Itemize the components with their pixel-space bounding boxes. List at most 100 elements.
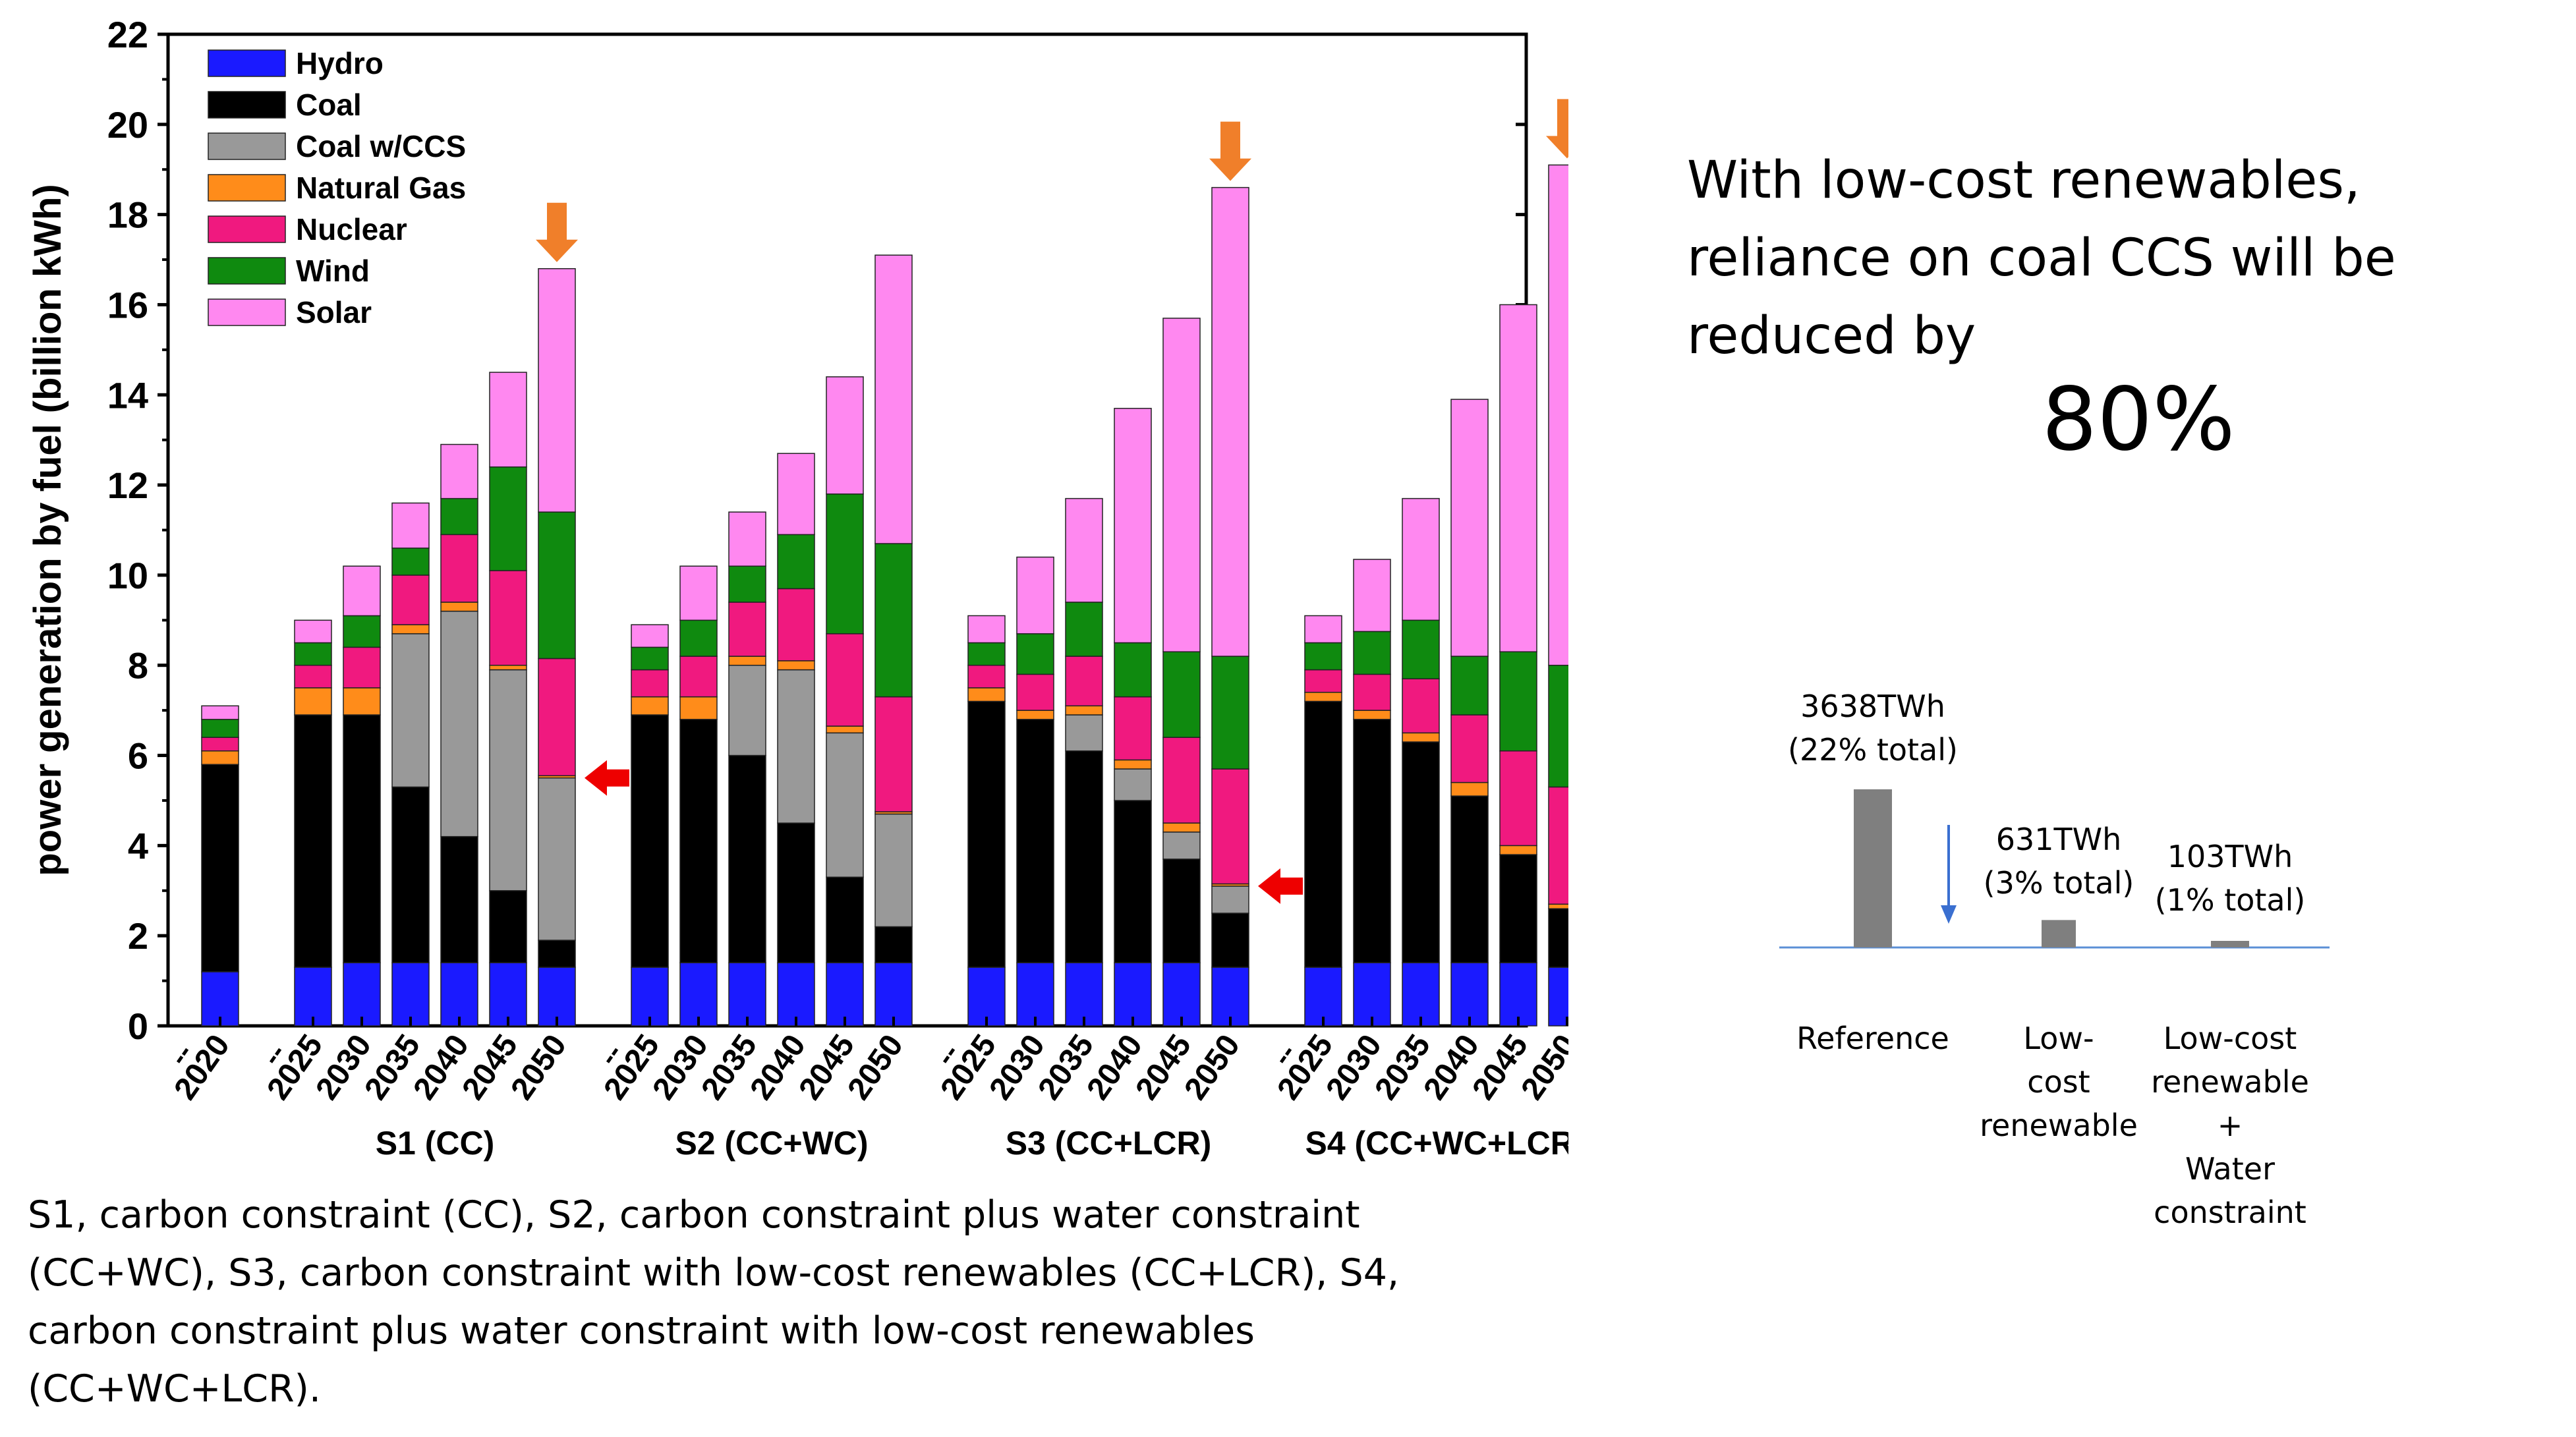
y-tick-label: 16: [107, 284, 148, 325]
bar-segment-coal: [826, 876, 864, 963]
mini-value-label: 103TWh: [2167, 839, 2293, 874]
x-tick-label: 2025: [260, 1028, 329, 1106]
down-arrow-icon: [536, 202, 578, 262]
bar-segment-nuclear: [1499, 750, 1537, 847]
bar-segment-wind: [294, 642, 332, 666]
bar-segment-coal: [391, 786, 430, 963]
bar-segment-coal-w-ccs: [1114, 768, 1152, 801]
bar-segment-nuclear: [294, 664, 332, 689]
bar-segment-natural-gas: [631, 696, 669, 716]
bar-segment-coal: [1114, 800, 1152, 963]
legend-label: Hydro: [296, 46, 384, 80]
bar-segment-wind: [631, 646, 669, 671]
bar-segment-natural-gas: [440, 602, 478, 612]
bar-segment-coal-w-ccs: [538, 777, 576, 941]
legend-label: Natural Gas: [296, 171, 466, 205]
bar-segment-solar: [679, 565, 718, 621]
bar-segment-natural-gas: [1304, 692, 1342, 702]
bar-segment-solar: [1304, 615, 1342, 644]
bar-segment-hydro: [1065, 962, 1103, 1027]
bar-segment-solar: [489, 372, 527, 468]
bar-segment-coal: [679, 719, 718, 963]
group-label: S1 (CC): [376, 1125, 495, 1162]
bar-segment-coal: [1162, 859, 1201, 963]
bar-segment-coal-w-ccs: [489, 669, 527, 891]
bar-segment-coal: [631, 714, 669, 968]
bar-segment-wind: [1499, 651, 1537, 752]
bar-segment-hydro: [538, 967, 576, 1027]
bar-segment-wind: [874, 543, 913, 698]
legend-label: Wind: [296, 254, 370, 288]
bar-segment-hydro: [967, 967, 1006, 1027]
bar-segment-solar: [728, 511, 766, 567]
x-tick-label: 2025: [934, 1028, 1003, 1106]
x-tick-label: 2040: [407, 1028, 476, 1106]
bar-segment-nuclear: [728, 602, 766, 657]
bar-segment-wind: [967, 642, 1006, 666]
mini-category-label: +: [2218, 1108, 2243, 1143]
bar-segment-wind: [1450, 656, 1489, 716]
bar-segment-natural-gas: [1016, 710, 1054, 720]
bar-segment-coal-w-ccs: [777, 669, 815, 824]
reduction-percent: 80%: [2042, 369, 2235, 470]
bar-segment-nuclear: [631, 669, 669, 698]
bar-segment-solar: [201, 705, 239, 720]
bar-segment-coal: [1065, 750, 1103, 963]
bar-segment-coal-w-ccs: [874, 813, 913, 928]
mini-category-label: Reference: [1796, 1021, 1949, 1056]
bar-segment-solar: [777, 453, 815, 536]
bar-segment-coal-w-ccs: [440, 610, 478, 837]
x-tick-label: 2050: [841, 1028, 910, 1106]
group-label: S4 (CC+WC+LCR): [1305, 1125, 1568, 1162]
x-tick-label: 2045: [1466, 1028, 1535, 1106]
bar-segment-hydro: [777, 962, 815, 1027]
bar-segment-natural-gas: [1353, 710, 1391, 720]
bar-segment-hydro: [1402, 962, 1440, 1027]
legend-label: Solar: [296, 295, 372, 329]
mini-bar: [2211, 941, 2249, 947]
bar-segment-solar: [967, 615, 1006, 644]
bar-segment-wind: [538, 511, 576, 660]
group-label: S2 (CC+WC): [675, 1125, 868, 1162]
bar-segment-solar: [826, 376, 864, 495]
bar-segment-nuclear: [1162, 737, 1201, 824]
down-arrow-icon: [1209, 121, 1251, 181]
bar-segment-natural-gas: [826, 725, 864, 734]
bar-segment-solar: [1162, 318, 1201, 652]
legend-swatch: [208, 215, 286, 243]
legend-swatch: [208, 257, 286, 285]
bar-segment-solar: [440, 443, 478, 499]
group-label: S3 (CC+LCR): [1006, 1125, 1212, 1162]
bar-segment-coal: [1211, 913, 1249, 968]
x-tick-label: 2035: [358, 1028, 427, 1106]
bar-segment-solar: [538, 268, 576, 513]
bar-segment-solar: [1114, 408, 1152, 644]
bar-segment-coal: [1499, 854, 1537, 963]
bar-segment-coal-w-ccs: [826, 732, 864, 878]
y-tick-label: 10: [107, 555, 148, 596]
bar-segment-coal: [1016, 719, 1054, 963]
y-tick-label: 22: [107, 14, 148, 55]
y-tick-label: 8: [128, 645, 148, 687]
left-arrow-icon: [585, 760, 629, 796]
bar-segment-hydro: [728, 962, 766, 1027]
mini-category-label: Water: [2185, 1151, 2275, 1187]
bar-segment-hydro: [1114, 962, 1152, 1027]
bar-segment-hydro: [874, 962, 913, 1027]
bar-segment-wind: [1304, 642, 1342, 671]
bar-segment-nuclear: [1211, 768, 1249, 885]
bar-segment-nuclear: [1450, 714, 1489, 783]
bar-segment-nuclear: [777, 588, 815, 662]
x-tick-label: 2030: [309, 1028, 378, 1106]
bar-segment-coal-w-ccs: [391, 633, 430, 788]
bar-segment-solar: [343, 565, 381, 617]
bar-segment-coal: [967, 700, 1006, 968]
bar-segment-solar: [631, 624, 669, 648]
bar-segment-coal: [777, 822, 815, 963]
bar-segment-hydro: [1499, 962, 1537, 1027]
legend-swatch: [208, 174, 286, 202]
bar-segment-hydro: [489, 962, 527, 1027]
bar-segment-wind: [728, 565, 766, 603]
bar-segment-hydro: [1211, 967, 1249, 1027]
bar-segment-nuclear: [201, 737, 239, 752]
